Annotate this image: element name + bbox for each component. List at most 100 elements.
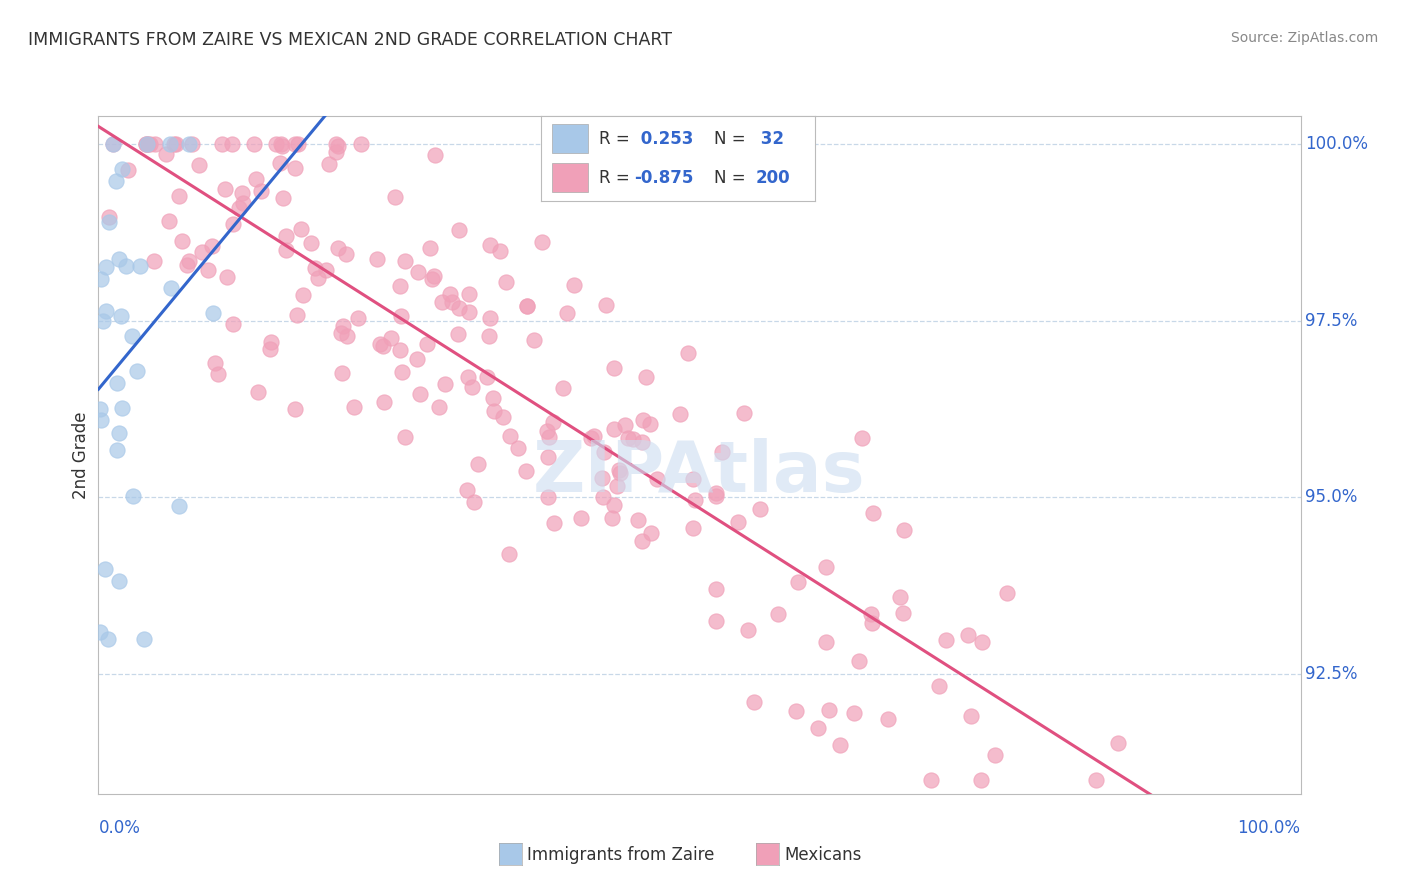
Point <box>232 196 254 211</box>
Point <box>96 304 118 318</box>
Point <box>259 342 281 356</box>
Point <box>172 234 194 248</box>
Point <box>391 309 413 323</box>
Point <box>135 137 157 152</box>
Point <box>458 287 481 301</box>
Point <box>139 137 162 152</box>
Point <box>343 400 366 414</box>
Point <box>427 401 450 415</box>
Point <box>806 721 828 735</box>
Text: -0.875: -0.875 <box>634 169 695 186</box>
Point <box>541 415 564 429</box>
Point <box>456 483 478 497</box>
Point <box>332 319 354 334</box>
Point <box>704 486 727 500</box>
Point <box>111 161 134 176</box>
Point <box>523 334 546 348</box>
Point <box>562 277 585 292</box>
Point <box>167 500 190 514</box>
Point <box>538 430 561 444</box>
Point <box>602 498 624 512</box>
Point <box>125 364 148 378</box>
Point <box>290 222 312 236</box>
Point <box>508 441 530 455</box>
Point <box>366 252 388 266</box>
Point <box>593 444 616 458</box>
Point <box>299 236 322 251</box>
Point <box>457 370 479 384</box>
Point <box>704 614 727 628</box>
Point <box>537 450 560 464</box>
Point <box>250 184 273 198</box>
Point <box>603 360 626 375</box>
Point <box>682 472 704 486</box>
Point <box>970 772 993 787</box>
Point <box>135 137 157 152</box>
Point <box>682 521 704 535</box>
Point <box>449 301 471 316</box>
Point <box>325 145 347 160</box>
Point <box>368 337 391 351</box>
Point <box>928 679 950 693</box>
Point <box>117 163 139 178</box>
Point <box>350 137 373 152</box>
Point <box>97 210 120 224</box>
Point <box>163 137 186 152</box>
Point <box>607 462 630 476</box>
Point <box>640 417 662 431</box>
Point <box>551 381 574 395</box>
Point <box>582 429 605 443</box>
Point <box>630 534 652 549</box>
Point <box>727 515 749 529</box>
Point <box>231 186 253 200</box>
Point <box>543 516 565 530</box>
Point <box>110 309 132 323</box>
Point <box>447 222 470 236</box>
Point <box>495 276 517 290</box>
Point <box>477 370 499 384</box>
Point <box>104 173 127 187</box>
Point <box>830 738 852 752</box>
Point <box>328 139 350 153</box>
Point <box>97 632 120 646</box>
Point <box>89 402 111 417</box>
Text: 100.0%: 100.0% <box>1305 136 1368 153</box>
Point <box>274 243 297 257</box>
Point <box>617 431 640 445</box>
Point <box>737 624 759 638</box>
Point <box>603 421 626 435</box>
Point <box>245 172 267 186</box>
Text: 92.5%: 92.5% <box>1305 665 1357 683</box>
Text: R =: R = <box>599 169 636 186</box>
Point <box>787 575 810 590</box>
Point <box>859 607 882 621</box>
Text: 95.0%: 95.0% <box>1305 488 1357 507</box>
Point <box>995 586 1018 600</box>
Point <box>285 308 308 322</box>
Point <box>842 706 865 721</box>
Point <box>579 430 602 444</box>
Point <box>960 709 983 723</box>
Point <box>631 434 654 449</box>
Text: IMMIGRANTS FROM ZAIRE VS MEXICAN 2ND GRADE CORRELATION CHART: IMMIGRANTS FROM ZAIRE VS MEXICAN 2ND GRA… <box>28 31 672 49</box>
Point <box>425 148 447 162</box>
Point <box>706 582 728 596</box>
Point <box>516 299 538 313</box>
Point <box>592 490 614 504</box>
Point <box>91 314 114 328</box>
Point <box>420 272 443 286</box>
Point <box>136 137 159 152</box>
Point <box>461 380 484 394</box>
Point <box>785 704 807 718</box>
Point <box>815 634 838 648</box>
Point <box>647 472 669 486</box>
Text: 32: 32 <box>755 130 785 148</box>
Point <box>222 217 245 231</box>
Point <box>498 547 520 561</box>
Point <box>90 413 112 427</box>
Point <box>371 339 394 353</box>
Point <box>384 190 406 204</box>
Point <box>121 489 143 503</box>
Point <box>284 401 307 416</box>
Text: R =: R = <box>599 130 636 148</box>
